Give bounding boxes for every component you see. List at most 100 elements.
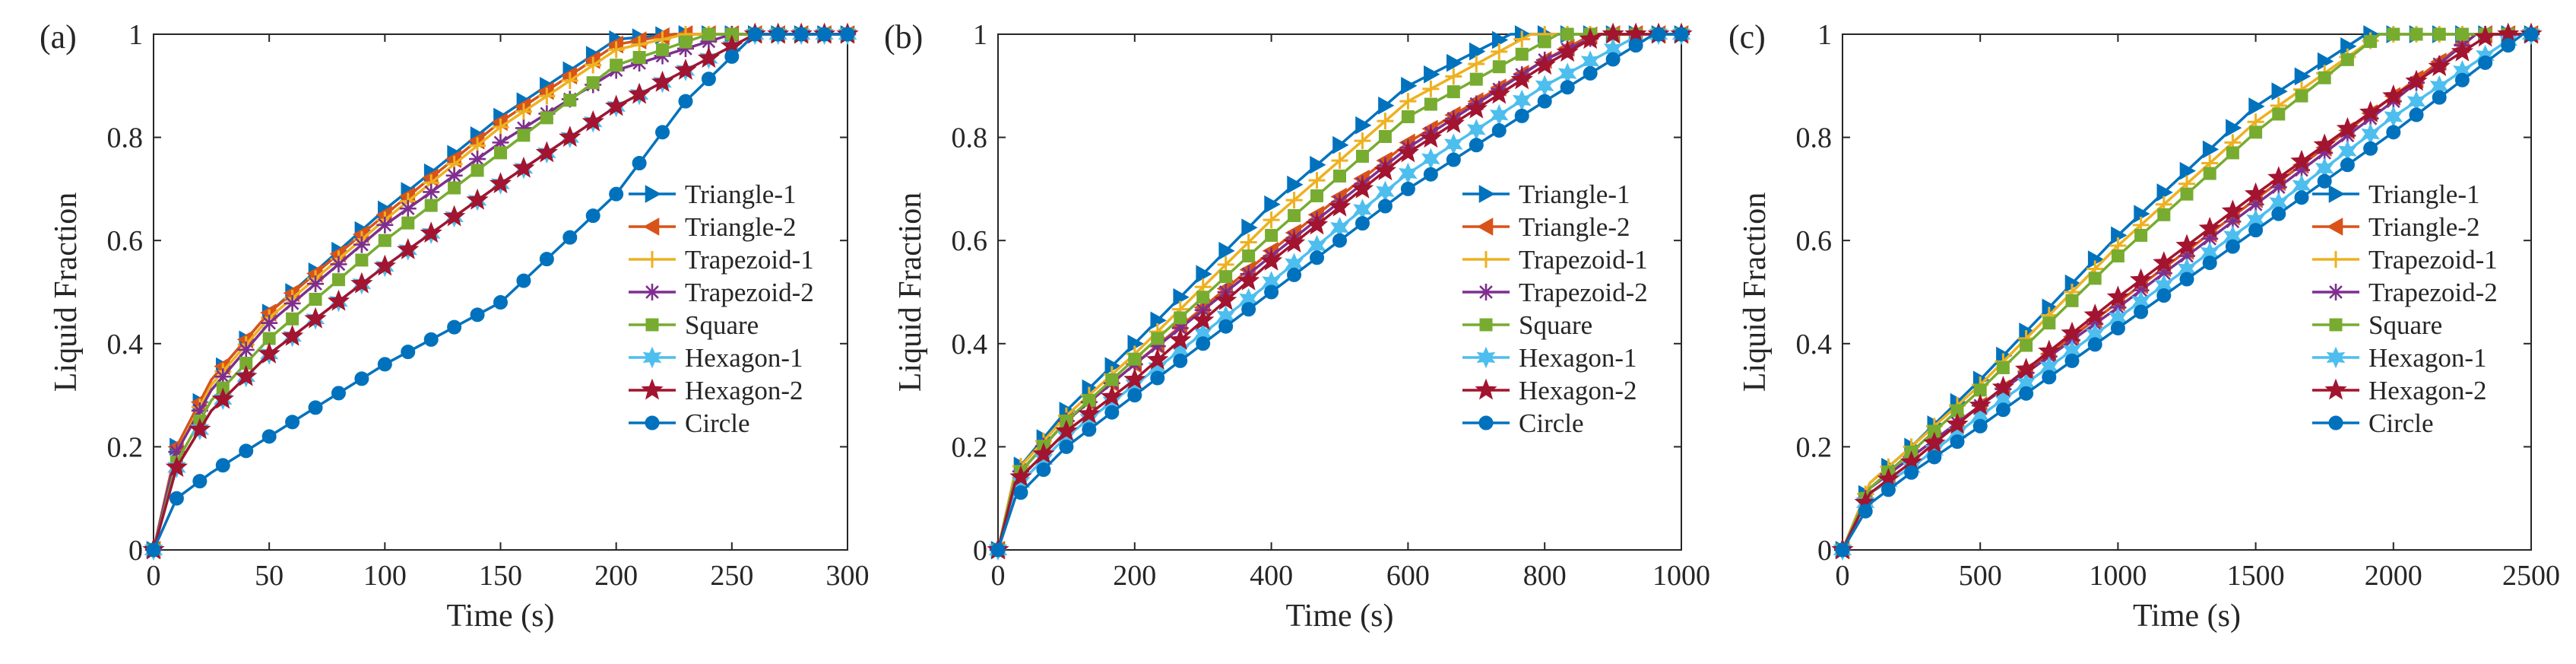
- data-point: [1579, 27, 1602, 49]
- x-tick-label: 250: [710, 560, 753, 592]
- data-point: [539, 252, 554, 267]
- legend-marker: [1478, 251, 1494, 268]
- data-point: [211, 387, 234, 409]
- legend-entry-label: Triangle-1: [2368, 180, 2479, 209]
- data-point: [354, 371, 369, 386]
- data-point: [1969, 393, 1991, 415]
- legend-entry-label: Hexagon-2: [1519, 376, 1637, 405]
- data-point: [2244, 182, 2267, 204]
- x-tick-label: 0: [1836, 560, 1850, 592]
- data-point: [651, 70, 674, 92]
- data-point: [2428, 55, 2451, 77]
- data-point: [1491, 43, 1508, 60]
- data-point: [2270, 179, 2287, 196]
- x-axis-label: Time (s): [2133, 599, 2241, 634]
- legend-entry-label: Square: [685, 310, 759, 340]
- data-point: [1995, 402, 2010, 418]
- data-point: [377, 357, 392, 372]
- y-tick-label: 0.2: [952, 431, 988, 463]
- y-tick-label: 0.4: [952, 329, 988, 361]
- data-point: [2224, 213, 2242, 230]
- x-tick-label: 2500: [2502, 560, 2560, 592]
- data-point: [1378, 129, 1392, 143]
- x-axis-label: Time (s): [447, 599, 555, 634]
- data-point: [304, 307, 327, 329]
- data-point: [308, 400, 323, 415]
- data-point: [2501, 38, 2516, 53]
- legend-marker: [2328, 415, 2343, 430]
- data-point: [2455, 27, 2469, 41]
- data-point: [1423, 167, 1438, 182]
- data-point: [1950, 434, 1965, 450]
- y-tick-label: 0.4: [1796, 329, 1833, 361]
- data-point: [2248, 223, 2264, 238]
- data-point: [1560, 80, 1575, 95]
- data-point: [1651, 27, 1666, 42]
- data-point: [990, 542, 1006, 558]
- data-point: [1354, 132, 1371, 150]
- data-point: [2454, 72, 2470, 87]
- legend-entry-label: Triangle-1: [685, 180, 796, 209]
- legend-marker: [2329, 318, 2343, 332]
- data-point: [1401, 76, 1418, 95]
- data-point: [2202, 140, 2220, 159]
- data-point: [191, 402, 208, 419]
- y-axis-label: Liquid Fraction: [1738, 192, 1773, 392]
- data-point: [1101, 385, 1123, 407]
- data-point: [261, 314, 278, 332]
- data-point: [399, 200, 417, 218]
- data-point: [2451, 40, 2474, 62]
- y-tick-label: 0: [1817, 535, 1832, 567]
- data-point: [1331, 152, 1348, 170]
- y-tick-label: 0: [128, 535, 143, 567]
- data-point: [2271, 206, 2286, 221]
- data-point: [561, 72, 578, 90]
- data-point: [1469, 138, 1484, 153]
- y-tick-label: 0: [973, 535, 987, 567]
- data-point: [2359, 100, 2382, 122]
- data-point: [1237, 268, 1260, 291]
- data-point: [1171, 319, 1189, 337]
- y-tick-label: 1: [128, 19, 143, 51]
- y-axis-label: Liquid Fraction: [893, 192, 928, 392]
- legend-marker: [642, 218, 660, 236]
- data-point: [2364, 35, 2378, 49]
- data-point: [1881, 482, 1896, 497]
- data-point: [401, 216, 415, 230]
- data-point: [189, 418, 211, 440]
- legend-entry-label: Trapezoid-1: [685, 245, 814, 275]
- data-point: [235, 364, 258, 386]
- data-point: [2179, 272, 2194, 287]
- data-point: [1419, 126, 1443, 148]
- y-tick-label: 1: [973, 19, 987, 51]
- legend-marker: [1476, 346, 1496, 369]
- y-tick-label: 0.4: [107, 329, 144, 361]
- data-point: [2225, 239, 2240, 254]
- data-point: [1514, 108, 1529, 123]
- data-point: [2410, 27, 2423, 41]
- data-point: [581, 110, 604, 132]
- data-point: [586, 76, 600, 90]
- data-point: [1265, 228, 1278, 242]
- data-point: [562, 230, 578, 245]
- data-point: [607, 41, 625, 59]
- data-point: [258, 342, 280, 364]
- x-tick-label: 2000: [2365, 560, 2422, 592]
- data-point: [423, 332, 439, 347]
- data-point: [632, 156, 647, 170]
- data-point: [1377, 199, 1393, 214]
- data-point: [2179, 161, 2197, 180]
- data-point: [1424, 65, 1440, 84]
- data-point: [355, 253, 369, 267]
- data-point: [676, 40, 694, 57]
- data-point: [2384, 93, 2402, 110]
- data-point: [420, 221, 442, 243]
- data-point: [515, 103, 532, 120]
- data-point: [1146, 348, 1169, 370]
- data-point: [700, 33, 718, 50]
- data-point: [1288, 208, 1301, 222]
- legend-marker: [644, 251, 661, 268]
- data-point: [327, 289, 350, 311]
- data-point: [165, 456, 189, 477]
